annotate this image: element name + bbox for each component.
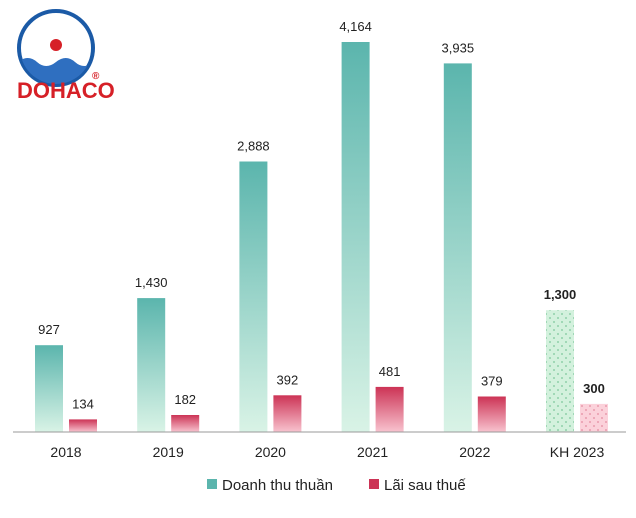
value-label-profit-2021: 481 xyxy=(379,364,401,379)
x-tick-label-2019: 2019 xyxy=(153,444,184,460)
dohaco-logo: DOHACO ® xyxy=(17,9,115,103)
value-label-profit-kh-2023: 300 xyxy=(583,381,605,396)
bar-profit-kh-2023 xyxy=(580,403,608,432)
x-tick-label-2018: 2018 xyxy=(50,444,81,460)
x-axis-tick-labels: 2018 2019 2020 2021 2022 KH 2023 xyxy=(50,444,604,460)
value-label-profit-2019: 182 xyxy=(174,392,196,407)
bar-profit-2019 xyxy=(171,415,200,432)
logo-registered-mark: ® xyxy=(92,71,100,82)
legend: Doanh thu thuần Lãi sau thuế xyxy=(207,477,466,494)
bar-revenue-2018 xyxy=(35,345,63,432)
value-label-profit-2018: 134 xyxy=(72,396,94,411)
value-label-profit-2020: 392 xyxy=(277,372,299,387)
bar-revenue-2021 xyxy=(341,42,370,432)
legend-label-revenue: Doanh thu thuần xyxy=(222,477,333,494)
bar-profit-2020 xyxy=(273,395,302,432)
bar-revenue-2022 xyxy=(443,63,472,433)
x-tick-label-2021: 2021 xyxy=(357,444,388,460)
value-label-revenue-2019: 1,430 xyxy=(135,275,168,290)
value-labels-layer: 927 134 1,430 182 2,888 392 4,164 481 3,935 379 1,… xyxy=(38,19,605,411)
x-tick-label-2022: 2022 xyxy=(459,444,490,460)
bar-profit-2022 xyxy=(477,396,506,432)
legend-swatch-profit xyxy=(369,479,379,489)
value-label-revenue-2021: 4,164 xyxy=(339,19,372,34)
logo-brand-text: DOHACO xyxy=(17,78,115,103)
x-tick-label-2020: 2020 xyxy=(255,444,286,460)
value-label-profit-2022: 379 xyxy=(481,374,503,389)
bar-profit-2021 xyxy=(375,386,404,432)
legend-swatch-revenue xyxy=(207,479,217,489)
value-label-revenue-2018: 927 xyxy=(38,322,60,337)
logo-sun-icon xyxy=(50,39,62,51)
bar-profit-2018 xyxy=(69,419,97,432)
bar-revenue-2019 xyxy=(137,298,166,432)
value-label-revenue-2022: 3,935 xyxy=(442,40,475,55)
bar-revenue-2020 xyxy=(239,161,268,432)
x-tick-label-kh-2023: KH 2023 xyxy=(550,444,605,460)
bar-revenue-kh-2023 xyxy=(546,310,574,432)
legend-label-profit: Lãi sau thuế xyxy=(384,477,466,494)
value-label-revenue-2020: 2,888 xyxy=(237,139,270,154)
bars-layer xyxy=(35,42,608,433)
value-label-revenue-kh-2023: 1,300 xyxy=(544,287,577,302)
